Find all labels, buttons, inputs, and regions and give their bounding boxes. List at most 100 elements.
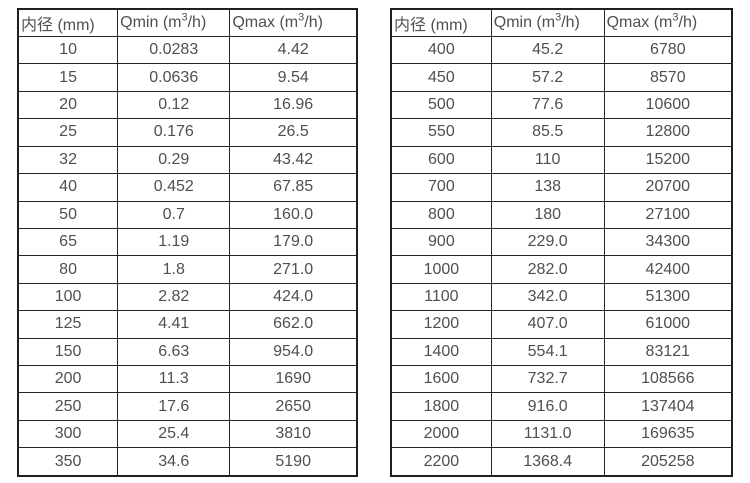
table-cell: 450: [390, 63, 492, 92]
table-cell: 205258: [603, 447, 733, 477]
table-row: 1000 282.0 42400: [390, 255, 733, 284]
table-cell: 229.0: [490, 227, 605, 257]
table-cell: 250: [17, 392, 119, 421]
table-cell: 1400: [390, 337, 492, 367]
flow-spec-table-large-diameters: 内径 (mm) Qmin (m3/h) Qmax (m3/h) 400 45.2 6780…: [390, 8, 733, 477]
table-cell: 180: [490, 200, 605, 229]
table-cell: 179.0: [229, 227, 358, 257]
table-cell: 0.0283: [117, 35, 231, 65]
table-row: 1100 342.0 51300: [390, 282, 733, 312]
table-row: 2000 1131.0 169635: [390, 419, 733, 449]
table-cell: 10600: [603, 90, 733, 120]
table-cell: 15: [17, 63, 119, 92]
table-cell: 80: [17, 255, 119, 284]
table-cell: 11.3: [117, 365, 231, 394]
table-row: 20 0.12 16.96: [17, 90, 358, 120]
table-row: 25 0.176 26.5: [17, 118, 358, 147]
table-cell: 1800: [390, 392, 492, 421]
table-cell: 342.0: [490, 282, 605, 312]
table-row: 500 77.6 10600: [390, 90, 733, 120]
table-cell: 2.82: [117, 282, 231, 312]
table-row: 400 45.2 6780: [390, 35, 733, 65]
table-cell: 0.452: [117, 173, 231, 202]
table-row: 40 0.452 67.85: [17, 173, 358, 202]
table-cell: 27100: [603, 200, 733, 229]
superscript-3: 3: [672, 11, 679, 24]
superscript-3: 3: [555, 11, 562, 24]
table-cell: 83121: [603, 337, 733, 367]
table-cell: 6780: [603, 35, 733, 65]
superscript-3: 3: [181, 11, 188, 24]
table-cell: 34.6: [117, 447, 231, 477]
table-cell: 138: [490, 173, 605, 202]
table-cell: 20700: [603, 173, 733, 202]
table-cell: 160.0: [229, 200, 358, 229]
table-cell: 125: [17, 310, 119, 339]
header-row: 内径 (mm) Qmin (m3/h) Qmax (m3/h): [390, 8, 733, 37]
table-cell: 67.85: [229, 173, 358, 202]
table-cell: 2650: [229, 392, 358, 421]
table-cell: 85.5: [490, 118, 605, 147]
column-header: Qmin (m3/h): [490, 8, 605, 37]
table-cell: 800: [390, 200, 492, 229]
table-cell: 108566: [603, 365, 733, 394]
table-cell: 1000: [390, 255, 492, 284]
table-cell: 732.7: [490, 365, 605, 394]
table-cell: 40: [17, 173, 119, 202]
table-cell: 271.0: [229, 255, 358, 284]
table-cell: 51300: [603, 282, 733, 312]
table-cell: 1368.4: [490, 447, 605, 477]
table-cell: 1.8: [117, 255, 231, 284]
table-cell: 34300: [603, 227, 733, 257]
table-cell: 150: [17, 337, 119, 367]
table-cell: 5190: [229, 447, 358, 477]
table-cell: 1690: [229, 365, 358, 394]
table-row: 800 180 27100: [390, 200, 733, 229]
table-cell: 42400: [603, 255, 733, 284]
table-cell: 110: [490, 145, 605, 175]
table-cell: 2200: [390, 447, 492, 477]
table-cell: 10: [17, 35, 119, 65]
table-cell: 0.12: [117, 90, 231, 120]
table-cell: 9.54: [229, 63, 358, 92]
table-cell: 1200: [390, 310, 492, 339]
table-cell: 8570: [603, 63, 733, 92]
column-header: Qmax (m3/h): [229, 8, 358, 37]
table-cell: 500: [390, 90, 492, 120]
table-row: 2200 1368.4 205258: [390, 447, 733, 477]
column-header: Qmin (m3/h): [117, 8, 231, 37]
table-row: 15 0.0636 9.54: [17, 63, 358, 92]
table-cell: 900: [390, 227, 492, 257]
table-row: 200 11.3 1690: [17, 365, 358, 394]
table-cell: 65: [17, 227, 119, 257]
table-row: 900 229.0 34300: [390, 227, 733, 257]
table-cell: 43.42: [229, 145, 358, 175]
table-cell: 2000: [390, 419, 492, 449]
table-cell: 1131.0: [490, 419, 605, 449]
table-row: 1200 407.0 61000: [390, 310, 733, 339]
table-cell: 57.2: [490, 63, 605, 92]
table-cell: 916.0: [490, 392, 605, 421]
table-row: 150 6.63 954.0: [17, 337, 358, 367]
flow-spec-table-small-diameters: 内径 (mm) Qmin (m3/h) Qmax (m3/h) 10 0.0283 4.4…: [17, 8, 358, 477]
table-row: 600 110 15200: [390, 145, 733, 175]
table-cell: 954.0: [229, 337, 358, 367]
superscript-3: 3: [298, 11, 305, 24]
table-row: 50 0.7 160.0: [17, 200, 358, 229]
table-cell: 554.1: [490, 337, 605, 367]
table-row: 1400 554.1 83121: [390, 337, 733, 367]
table-cell: 407.0: [490, 310, 605, 339]
header-row: 内径 (mm) Qmin (m3/h) Qmax (m3/h): [17, 8, 358, 37]
table-cell: 282.0: [490, 255, 605, 284]
table-row: 125 4.41 662.0: [17, 310, 358, 339]
table-row: 550 85.5 12800: [390, 118, 733, 147]
table-cell: 424.0: [229, 282, 358, 312]
table-row: 300 25.4 3810: [17, 419, 358, 449]
column-header: 内径 (mm): [17, 8, 119, 37]
table-cell: 0.0636: [117, 63, 231, 92]
table-cell: 61000: [603, 310, 733, 339]
table-cell: 100: [17, 282, 119, 312]
table-row: 250 17.6 2650: [17, 392, 358, 421]
table-cell: 1.19: [117, 227, 231, 257]
